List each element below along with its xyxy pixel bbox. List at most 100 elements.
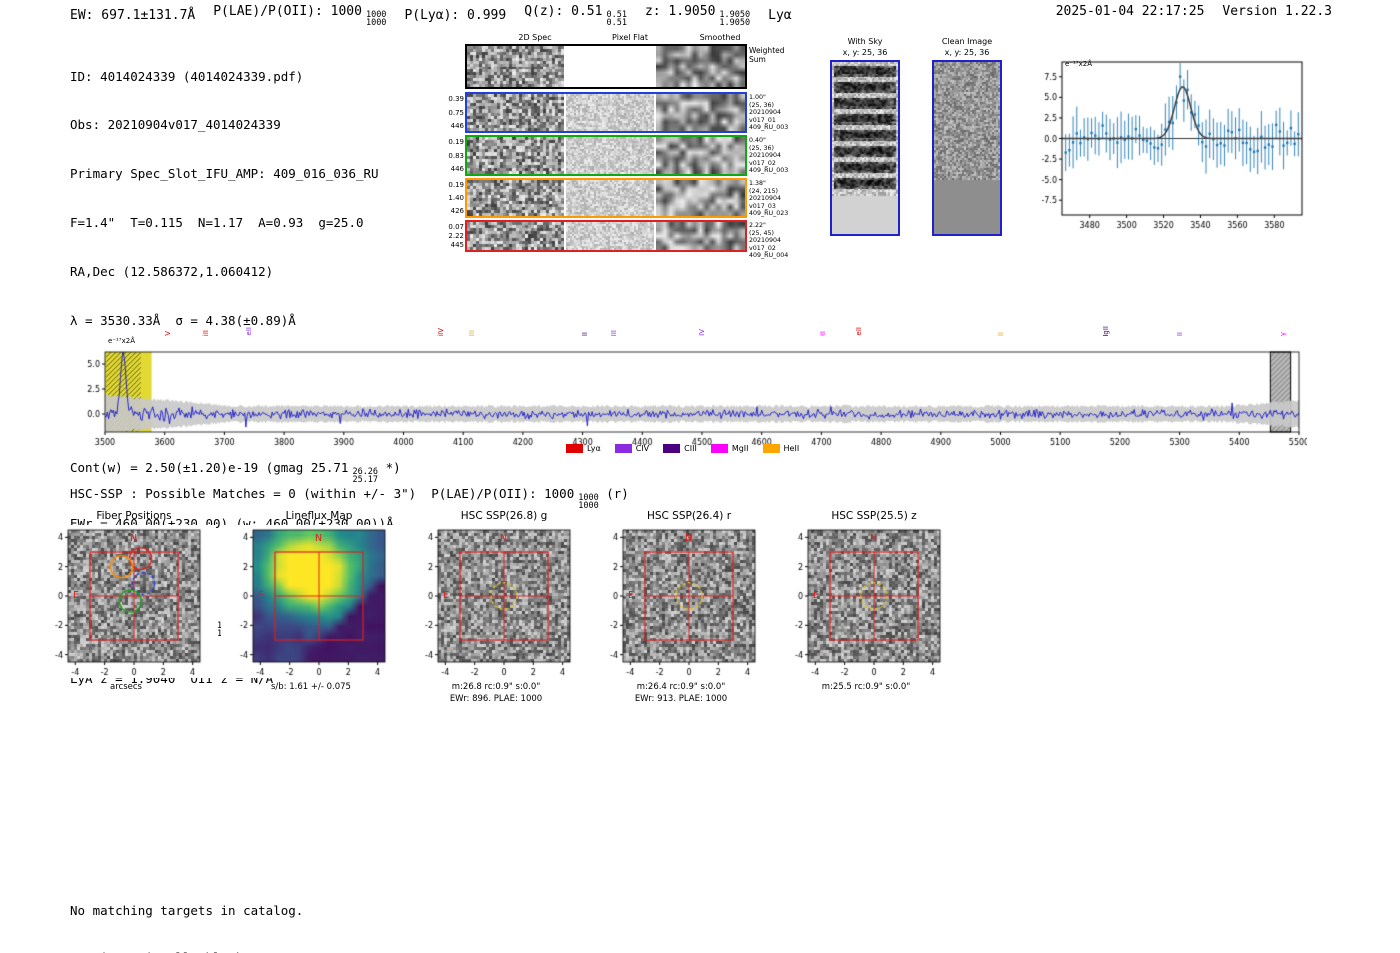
with-sky-subtitle: x, y: 25, 36 — [842, 48, 888, 57]
north-marker: N — [685, 533, 693, 544]
hsc-match-line: HSC-SSP : Possible Matches = 0 (within +… — [70, 486, 629, 511]
legend-item-lya: Lyα — [566, 444, 601, 453]
qz-value: Q(z): 0.51 0.51 0.51 — [524, 4, 627, 28]
lineflux-map-canvas — [221, 525, 401, 678]
zoom-spectrum-canvas — [1030, 50, 1310, 234]
spec2d-row4-left-labels: 0.07 2.22 445 — [448, 223, 464, 249]
spec2d-row3-2dspec-canvas — [467, 180, 564, 216]
hsc-g-canvas — [406, 525, 586, 678]
cutout-panel-fiber-positions: Fiber Positions N E arcsecs — [36, 510, 221, 725]
north-marker: N — [870, 533, 878, 544]
spec2d-row2-left-labels: 0.19 0.83 446 — [448, 138, 464, 173]
east-marker: E — [443, 590, 450, 601]
hsc-z-canvas — [776, 525, 956, 678]
spec2d-row3-left-labels: 0.19 1.40 426 — [448, 181, 464, 215]
spec2d-row2-2dspec-canvas — [467, 137, 564, 174]
spec2d-row-2: 0.19 0.83 446 0.40" (25, 36) 20210904 v017_02… — [448, 135, 788, 176]
footer-note-1: No matching targets in catalog. — [70, 903, 304, 918]
spec2d-row4-right-labels: 2.22" (25, 45) 20210904 v017_02 409_RU_004 — [749, 222, 789, 260]
clean-image-subtitle: x, y: 25, 36 — [944, 48, 990, 57]
cutout-panel-hsc-r: HSC SSP(26.4) r N E m:26.4 rc:0.9" s:0.0… — [591, 510, 776, 725]
spec2d-row-3: 0.19 1.40 426 1.38" (24, 215) 20210904 v017_0… — [448, 178, 788, 218]
spec2d-panel: 2D Spec Pixel Flat Smoothed Weighted Sum … — [443, 30, 795, 260]
zoom-unit-label: e⁻¹⁷x2Å — [1065, 60, 1092, 68]
hsc-r-canvas — [591, 525, 771, 678]
z-fraction: 1.9050 1.9050 — [719, 10, 751, 28]
report-version: Version 1.22.3 — [1222, 4, 1332, 19]
spec2d-row3-pixelflat-canvas — [566, 180, 654, 216]
north-marker: N — [130, 533, 138, 544]
cutout-caption: arcsecs — [110, 682, 142, 692]
spec2d-row0-right-labels: Weighted Sum — [749, 46, 785, 64]
cutout-caption: m:25.5 rc:0.9" s:0.0" — [821, 682, 911, 692]
spec2d-row4-2dspec-canvas — [467, 222, 564, 250]
spec2d-row3-right-labels: 1.38" (24, 215) 20210904 v017_03 409_RU_023 — [749, 180, 789, 218]
info-line-radec: RA,Dec (12.586372,1.060412) — [70, 264, 274, 280]
report-datetime: 2025-01-04 22:17:25 — [1055, 4, 1205, 19]
line-id-label: Lyα — [768, 8, 792, 23]
info-line-seeing: F=1.4" T=0.115 N=1.17 A=0.93 g=25.0 — [70, 215, 364, 231]
spec2d-row3-smoothed-canvas — [656, 180, 745, 216]
legend-swatch-lya — [566, 444, 583, 453]
cutout-panel-hsc-g: HSC SSP(26.8) g N E m:26.8 rc:0.9" s:0.0… — [406, 510, 591, 725]
spec2d-col-header-pixelflat: Pixel Flat — [612, 33, 648, 42]
spec2d-row-weighted: Weighted Sum — [465, 44, 785, 89]
legend-swatch-mgii — [710, 444, 728, 453]
cutout-panel-lineflux-map: Lineflux Map N E s/b: 1.61 +/- 0.075 — [221, 510, 406, 725]
info-line-cont-w: Cont(w) = 2.50(±1.20)e-19 (gmag 25.71 26.… — [70, 459, 401, 485]
header-meta: 2025-01-04 22:17:25 Version 1.22.3 — [1056, 4, 1332, 19]
east-marker: E — [628, 590, 635, 601]
cutout-caption: s/b: 1.61 +/- 0.075 — [271, 682, 351, 692]
east-marker: E — [258, 590, 265, 601]
east-marker: E — [73, 590, 80, 601]
qz-fraction: 0.51 0.51 — [606, 10, 627, 28]
spec2d-row0-pixelflat-canvas — [566, 46, 654, 87]
full-spectrum-canvas — [62, 336, 1307, 448]
spec2d-row1-pixelflat-canvas — [566, 94, 654, 131]
spec2d-row-1: 0.39 0.75 446 1.00" (25, 36) 20210904 v017_01… — [448, 92, 788, 133]
spec2d-row0-2dspec-canvas — [467, 46, 564, 87]
spec2d-row2-pixelflat-canvas — [566, 137, 654, 174]
footer-note-2: Row intentionally blank. — [70, 950, 303, 953]
header-stats: EW: 697.1±131.7Å P(LAE)/P(OII): 1000 1000… — [70, 4, 792, 27]
plae-poii-value: P(LAE)/P(OII): 1000 1000 1000 — [213, 4, 387, 28]
cutout-caption: m:26.4 rc:0.9" s:0.0" EWr: 913. PLAE: 100… — [634, 682, 728, 704]
footer-notes: No matching targets in catalog. Row inte… — [70, 872, 303, 953]
cutout-panel-hsc-z: HSC SSP(25.5) z N E m:25.5 rc:0.9" s:0.0… — [776, 510, 961, 725]
info-line-obs: Obs: 20210904v017_4014024339 — [70, 117, 281, 133]
north-marker: N — [500, 533, 508, 544]
clean-image-canvas — [932, 60, 1002, 236]
info-line-wavelength: λ = 3530.33Å σ = 4.38(±0.89)Å — [70, 313, 296, 329]
spec2d-row2-right-labels: 0.40" (25, 36) 20210904 v017_02 409_RU_003 — [749, 137, 789, 175]
clean-image-title: Clean Image — [941, 37, 993, 46]
spec2d-col-header-2dspec: 2D Spec — [518, 33, 552, 42]
with-sky-canvas — [830, 60, 900, 236]
legend-item-ciii: CIII — [663, 444, 697, 453]
spec2d-col-header-smoothed: Smoothed — [699, 33, 741, 42]
ew-value: EW: 697.1±131.7Å — [70, 8, 196, 23]
spec2d-row2-smoothed-canvas — [656, 137, 745, 174]
cutout-title: HSC SSP(25.5) z — [831, 510, 917, 522]
cutout-title: Lineflux Map — [285, 510, 353, 522]
north-marker: N — [315, 533, 323, 544]
cutout-caption: m:26.8 rc:0.9" s:0.0" EWr: 896. PLAE: 100… — [449, 682, 543, 704]
spec2d-row1-right-labels: 1.00" (25, 36) 20210904 v017_01 409_RU_003 — [749, 94, 789, 132]
legend-item-civ: CIV — [614, 444, 649, 453]
gmag-fraction: 26.26 25.17 — [352, 466, 379, 485]
spec2d-row0-smoothed-canvas — [656, 46, 745, 87]
spec2d-row4-pixelflat-canvas — [566, 222, 654, 250]
hsc-plae-fraction: 1000 1000 — [578, 493, 599, 511]
cutout-title: Fiber Positions — [96, 510, 172, 522]
with-sky-title: With Sky — [847, 37, 883, 46]
east-marker: E — [813, 590, 820, 601]
legend-swatch-ciii — [663, 444, 681, 453]
fiber-positions-canvas — [36, 525, 216, 678]
legend-item-heii: HeII — [762, 444, 799, 453]
plya-value: P(Lyα): 0.999 — [404, 8, 507, 23]
clean-image-panel: Clean Image x, y: 25, 36 — [930, 36, 1004, 236]
spectrum-unit-label: e⁻¹⁷x2Å — [108, 337, 135, 345]
z-value: z: 1.9050 1.9050 1.9050 — [644, 4, 751, 28]
legend-item-mgii: MgII — [710, 444, 749, 453]
legend-swatch-heii — [762, 444, 780, 453]
